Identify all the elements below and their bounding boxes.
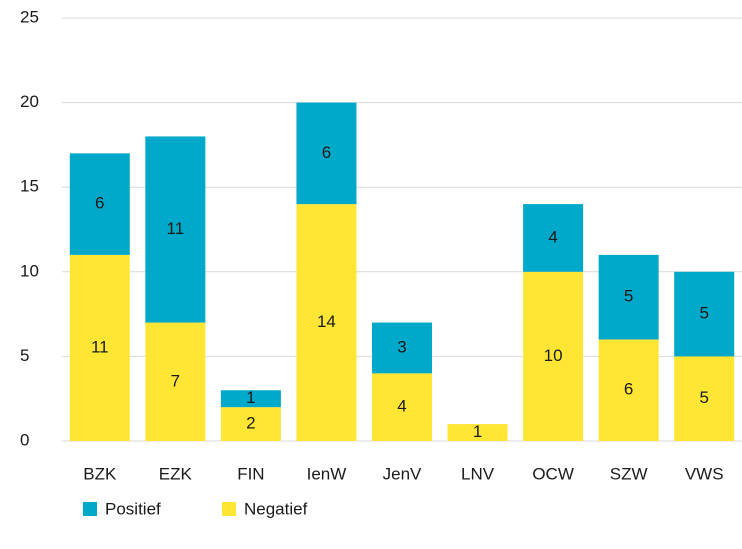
bar-segment: [523, 204, 584, 272]
data-label: 4: [397, 397, 406, 416]
x-tick-label: OCW: [532, 464, 574, 483]
legend-swatch: [222, 502, 236, 516]
data-label: 10: [544, 346, 563, 365]
data-label: 6: [322, 143, 331, 162]
x-tick-label: BZK: [83, 464, 117, 483]
bar-segment: [220, 390, 281, 408]
data-label: 5: [624, 287, 633, 306]
x-tick-label: EZK: [159, 464, 193, 483]
x-tick-label: FIN: [237, 464, 264, 483]
y-tick-label: 25: [20, 7, 39, 26]
bar-segment: [220, 407, 281, 441]
data-label: 5: [699, 304, 708, 323]
data-label: 14: [317, 312, 336, 331]
data-label: 7: [171, 371, 180, 390]
data-label: 5: [699, 388, 708, 407]
bar-segment: [69, 153, 130, 255]
x-tick-label: SZW: [610, 464, 648, 483]
data-label: 6: [624, 380, 633, 399]
legend-swatch: [83, 502, 97, 516]
y-tick-label: 10: [20, 261, 39, 280]
data-label: 4: [548, 227, 557, 246]
y-tick-label: 15: [20, 177, 39, 196]
bar-segment: [674, 271, 735, 357]
bar-segment: [674, 356, 735, 441]
x-tick-label: IenW: [307, 464, 347, 483]
data-label: 3: [397, 337, 406, 356]
bar-segment: [447, 424, 508, 441]
y-tick-label: 20: [20, 92, 39, 111]
bar-segment: [598, 254, 659, 340]
legend-label: Positief: [105, 499, 161, 518]
bar-segment: [69, 254, 130, 441]
data-label: 2: [246, 414, 255, 433]
data-label: 1: [473, 422, 482, 441]
bar-segment: [296, 102, 357, 205]
x-tick-label: LNV: [461, 464, 495, 483]
data-label: 11: [167, 219, 185, 238]
data-label: 1: [246, 388, 255, 407]
bar-segment: [523, 271, 584, 441]
legend-label: Negatief: [244, 499, 308, 518]
bar-segment: [296, 204, 357, 441]
bar-segment: [372, 322, 432, 374]
x-tick-label: JenV: [383, 464, 422, 483]
bar-segment: [598, 339, 659, 441]
bar-segment: [145, 136, 206, 323]
y-tick-label: 0: [20, 430, 29, 449]
data-label: 11: [91, 337, 109, 356]
x-tick-label: VWS: [685, 464, 724, 483]
bar-segment: [145, 322, 206, 441]
y-tick-label: 5: [20, 346, 29, 365]
data-label: 6: [95, 194, 104, 213]
bar-segment: [372, 373, 432, 441]
